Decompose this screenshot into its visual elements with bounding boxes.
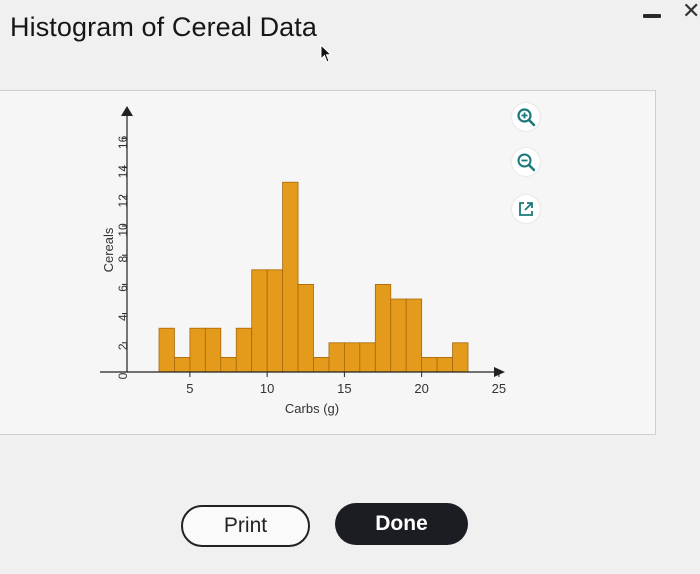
histogram-bar-8 [282,181,299,373]
y-axis-arrow-icon [121,106,133,116]
y-tick-label: 8 [116,256,130,263]
chart-panel [0,90,656,435]
zoom-out-icon [517,153,536,172]
histogram-bar-12 [343,342,361,373]
mouse-pointer-icon [320,44,333,63]
y-tick-label: 2 [116,343,130,350]
minimize-icon[interactable] [643,14,661,18]
done-button[interactable]: Done [335,503,468,545]
histogram-bar-3 [204,327,222,373]
histogram-bar-9 [297,283,314,373]
histogram-bar-11 [328,342,345,373]
histogram-bar-1 [174,356,191,373]
x-tick-label: 10 [260,381,274,396]
zoom-in-button[interactable] [512,103,540,131]
print-button-label: Print [223,514,268,537]
x-tick-label: 20 [414,381,428,396]
histogram-bar-0 [158,327,175,373]
histogram-bar-14 [374,283,392,373]
histogram-bar-5 [235,327,253,373]
x-axis-label: Carbs (g) [285,401,339,416]
zoom-in-icon [517,108,536,127]
x-tick-label: 15 [337,381,351,396]
y-tick-label: 10 [116,223,130,237]
histogram-bar-19 [452,342,469,373]
histogram-bar-18 [436,356,453,373]
open-new-window-button[interactable] [512,195,540,223]
y-tick-label: 16 [116,135,130,149]
histogram-bar-10 [313,356,330,373]
y-tick-label: 12 [116,194,130,208]
histogram-bar-16 [405,298,423,373]
y-tick-label: 4 [116,314,130,321]
y-ticks: 0 2 4 6 8 10 12 14 16 [116,135,130,379]
histogram-bar-2 [189,327,206,373]
x-tick-label: 25 [492,381,506,396]
print-button[interactable]: Print [181,505,310,547]
close-icon[interactable]: ✕ [682,0,700,23]
y-tick-label: 0 [116,372,130,379]
done-button-label: Done [375,512,428,535]
x-tick-label: 5 [186,381,193,396]
page-title: Histogram of Cereal Data [10,12,318,42]
histogram-bar-6 [251,269,268,373]
y-tick-label: 14 [116,165,130,179]
histogram-bar-4 [220,356,237,373]
x-ticks: 5 10 15 20 25 [186,372,506,396]
axes-group [100,106,505,377]
histogram-bar-17 [421,356,438,373]
y-axis-label: Cereals [101,227,116,272]
zoom-out-button[interactable] [512,148,540,176]
x-axis-arrow-icon [494,367,505,377]
histogram-bar-15 [390,298,407,373]
histogram-bar-7 [266,269,283,373]
histogram-bar-13 [359,342,376,373]
y-tick-label: 6 [116,285,130,292]
open-new-window-icon [519,202,533,216]
bars-group [158,181,469,373]
